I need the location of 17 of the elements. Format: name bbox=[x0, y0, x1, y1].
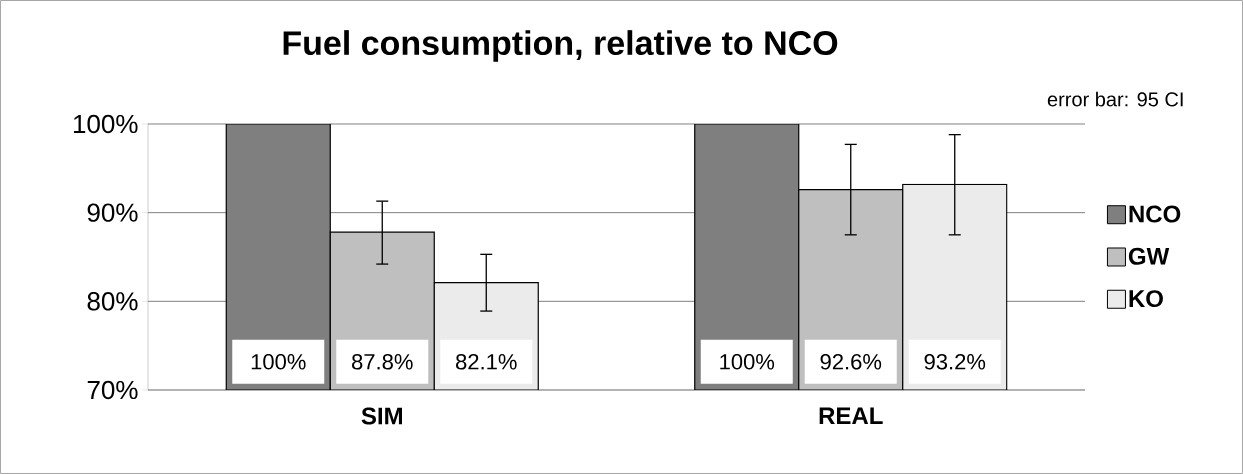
data-label: 87.8% bbox=[352, 353, 413, 370]
data-label: 92.6% bbox=[820, 353, 882, 370]
legend-label: GW bbox=[1128, 247, 1170, 265]
data-label: 100% bbox=[251, 353, 306, 370]
x-tick-label: REAL bbox=[819, 407, 883, 425]
y-tick-label: 90% bbox=[87, 203, 138, 222]
data-label: 100% bbox=[720, 353, 775, 370]
y-tick-label: 80% bbox=[87, 292, 138, 311]
x-tick-label: SIM bbox=[361, 407, 402, 425]
data-label: 82.1% bbox=[456, 353, 517, 370]
legend-label: NCO bbox=[1129, 205, 1181, 223]
text: error bar: 95 CI bbox=[1047, 91, 1183, 107]
data-label: 93.2% bbox=[924, 353, 986, 370]
y-tick-label: 100% bbox=[73, 114, 138, 134]
y-tick-label: 70% bbox=[87, 380, 138, 400]
legend-label: KO bbox=[1129, 290, 1163, 308]
chart-title: Fuel consumption, relative to NCO bbox=[283, 30, 838, 62]
